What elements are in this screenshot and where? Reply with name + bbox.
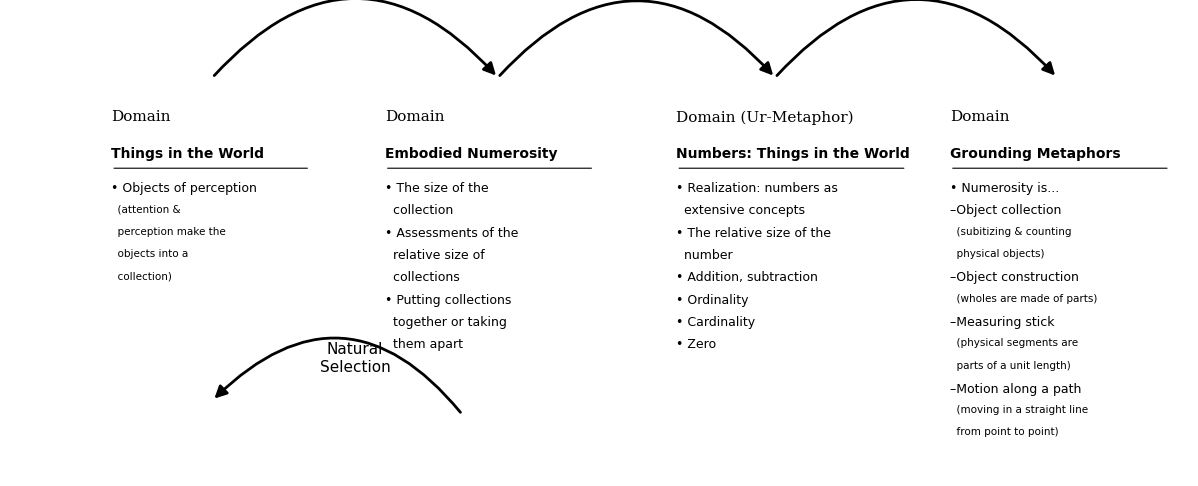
Text: collection): collection) [111,271,173,281]
Text: (moving in a straight line: (moving in a straight line [950,405,1088,415]
Text: collections: collections [385,271,460,284]
Text: Domain: Domain [111,110,171,124]
Text: physical objects): physical objects) [950,249,1045,259]
Text: Numbers: Things in the World: Numbers: Things in the World [677,147,910,161]
Text: them apart: them apart [385,338,462,351]
Text: • The relative size of the: • The relative size of the [677,227,831,240]
Text: • Addition, subtraction: • Addition, subtraction [677,271,818,284]
Text: • Putting collections: • Putting collections [385,294,512,307]
Text: relative size of: relative size of [385,249,485,262]
Text: • Ordinality: • Ordinality [677,294,749,307]
Text: Domain: Domain [385,110,444,124]
Text: together or taking: together or taking [385,316,507,329]
Text: parts of a unit length): parts of a unit length) [950,361,1071,370]
Text: extensive concepts: extensive concepts [677,205,805,217]
Text: Embodied Numerosity: Embodied Numerosity [385,147,557,161]
Text: • The size of the: • The size of the [385,182,489,195]
Text: • Zero: • Zero [677,338,716,351]
Text: number: number [677,249,733,262]
Text: Domain (Ur-Metaphor): Domain (Ur-Metaphor) [677,110,854,124]
Text: objects into a: objects into a [111,249,188,259]
Text: –Object collection: –Object collection [950,205,1061,217]
Text: • Numerosity is...: • Numerosity is... [950,182,1059,195]
Text: (wholes are made of parts): (wholes are made of parts) [950,294,1097,304]
Text: • Realization: numbers as: • Realization: numbers as [677,182,839,195]
Text: (subitizing & counting: (subitizing & counting [950,227,1071,237]
Text: Natural
Selection: Natural Selection [320,343,391,375]
Text: Things in the World: Things in the World [111,147,265,161]
Text: (attention &: (attention & [111,205,181,214]
Text: from point to point): from point to point) [950,428,1059,437]
Text: • Cardinality: • Cardinality [677,316,756,329]
Text: collection: collection [385,205,453,217]
Text: –Measuring stick: –Measuring stick [950,316,1054,329]
Text: Grounding Metaphors: Grounding Metaphors [950,147,1120,161]
Text: • Objects of perception: • Objects of perception [111,182,258,195]
Text: (physical segments are: (physical segments are [950,338,1078,348]
Text: –Object construction: –Object construction [950,271,1079,284]
Text: –Motion along a path: –Motion along a path [950,383,1082,396]
Text: • Assessments of the: • Assessments of the [385,227,519,240]
Text: perception make the: perception make the [111,227,226,237]
Text: Domain: Domain [950,110,1010,124]
